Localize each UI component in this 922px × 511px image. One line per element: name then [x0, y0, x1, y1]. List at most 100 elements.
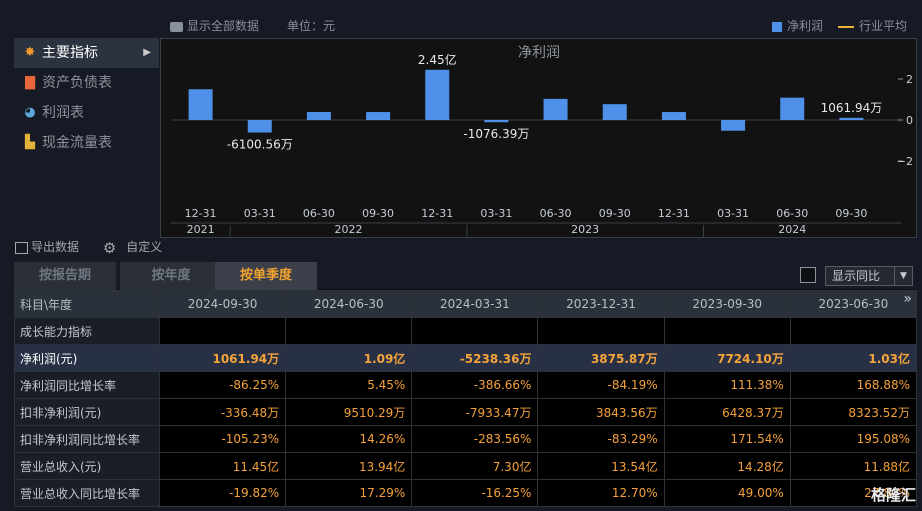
tab-by-report-period[interactable]: 按报告期 — [14, 262, 116, 290]
table-cell: 7.30亿 — [411, 452, 539, 480]
export-icon — [15, 241, 28, 254]
bar — [366, 112, 391, 120]
y-tick-label: 2 — [906, 73, 913, 86]
chart-title: 净利润 — [518, 45, 560, 61]
pie-icon: ◕ — [24, 105, 36, 120]
tab-by-quarter[interactable]: 按单季度 — [215, 262, 317, 290]
data-label: -6100.56万 — [227, 138, 293, 152]
table-cell: -336.48万 — [158, 398, 287, 426]
table-header-row: 科目\年度 2024-09-30 2024-06-30 2024-03-31 2… — [14, 290, 918, 318]
table-cell: -86.25% — [158, 371, 287, 399]
year-label: 2022 — [335, 223, 363, 236]
watermark-logo: 格隆汇 — [870, 486, 916, 504]
table-tools: 导出数据 ⚙ 自定义 — [15, 238, 182, 258]
legend-net-profit: 净利润 — [772, 17, 823, 34]
table-row: 扣非净利润同比增长率 -105.23% 14.26% -283.56% -83.29% 1… — [14, 425, 918, 453]
table-cell: -16.25% — [411, 479, 539, 507]
table-cell — [663, 317, 791, 345]
yoy-select[interactable]: 显示同比 ▼ — [825, 266, 913, 286]
table-header[interactable]: 2023-09-30 — [663, 290, 791, 318]
table-cell: -7933.47万 — [411, 398, 539, 426]
table-header[interactable]: 2024-09-30 — [158, 290, 287, 318]
table-cell: 1061.94万 — [158, 344, 287, 372]
table-header[interactable]: 2023-12-31 — [537, 290, 665, 318]
row-label: 扣非净利润同比增长率 — [14, 425, 160, 453]
table-cell: 3875.87万 — [537, 344, 665, 372]
x-tick-label: 09-30 — [362, 207, 394, 220]
bar — [543, 98, 568, 120]
x-tick-label: 09-30 — [599, 207, 631, 220]
table-header[interactable]: 2024-06-30 — [285, 290, 413, 318]
comment-icon — [170, 21, 183, 32]
table-cell: 1.03亿 — [789, 344, 918, 372]
table-cell: 1.09亿 — [285, 344, 413, 372]
sidebar-item-balance-sheet[interactable]: ▇ 资产负债表 — [25, 75, 112, 91]
table-header[interactable]: 2024-03-31 — [411, 290, 539, 318]
table-cell: 49.00% — [663, 479, 791, 507]
table-cell: -283.56% — [411, 425, 539, 453]
show-all-button[interactable]: 显示全部数据 — [170, 17, 259, 34]
bar — [425, 69, 450, 120]
table-cell: 171.54% — [663, 425, 791, 453]
x-tick-label: 12-31 — [658, 207, 690, 220]
bar — [839, 117, 864, 120]
sidebar-item-main-indicators[interactable]: ✸ 主要指标 ▶ — [14, 38, 159, 68]
period-tabs: 按报告期 按年度 按单季度 显示同比 ▼ — [14, 262, 917, 290]
table-cell: -5238.36万 — [411, 344, 539, 372]
chart-toolbar: 显示全部数据 单位：元 净利润 行业平均 — [160, 12, 922, 38]
table-cell: 7724.10万 — [663, 344, 791, 372]
table-cell: 14.26% — [285, 425, 413, 453]
yoy-checkbox[interactable] — [800, 267, 816, 283]
chevron-right-icon: ▶ — [143, 47, 151, 58]
x-tick-label: 09-30 — [835, 207, 867, 220]
row-label: 成长能力指标 — [14, 317, 160, 345]
table-cell: 195.08% — [789, 425, 918, 453]
table-cell — [158, 317, 287, 345]
x-tick-label: 03-31 — [717, 207, 749, 220]
bar — [188, 89, 213, 120]
bar — [247, 120, 272, 133]
table-cell: 11.45亿 — [158, 452, 287, 480]
coins-icon: ▙ — [25, 135, 35, 150]
customize-button[interactable]: ⚙ 自定义 — [102, 238, 163, 257]
row-label: 净利润(元) — [14, 344, 160, 372]
double-chevron-right-icon[interactable]: » — [903, 291, 912, 308]
table-cell — [285, 317, 413, 345]
table-cell: 168.88% — [789, 371, 918, 399]
table-header[interactable]: 2023-06-30» — [789, 290, 918, 318]
table-row: 营业总收入(元) 11.45亿 13.94亿 7.30亿 13.54亿 14.28亿 11.… — [14, 452, 918, 480]
table-cell: 8323.52万 — [789, 398, 918, 426]
table-row: 净利润同比增长率 -86.25% 5.45% -386.66% -84.19% 111.3… — [14, 371, 918, 399]
table-header: 科目\年度 — [14, 290, 160, 318]
data-label: 1061.94万 — [821, 101, 883, 115]
table-cell: -105.23% — [158, 425, 287, 453]
bar — [780, 97, 805, 120]
sidebar: ✸ 主要指标 ▶ ▇ 资产负债表 ◕ 利润表 ▙ 现金流量表 — [14, 38, 159, 158]
bar — [602, 104, 627, 120]
x-tick-label: 03-31 — [244, 207, 276, 220]
table-row: 净利润(元) 1061.94万 1.09亿 -5238.36万 3875.87万 7724… — [14, 344, 918, 372]
year-label: 2023 — [571, 223, 599, 236]
yoy-toggle: 显示同比 ▼ — [799, 266, 913, 286]
bar — [306, 112, 331, 120]
sidebar-item-income-statement[interactable]: ◕ 利润表 — [24, 105, 84, 121]
table-cell: 3843.56万 — [537, 398, 665, 426]
tab-by-year[interactable]: 按年度 — [120, 262, 222, 290]
x-tick-label: 12-31 — [185, 207, 217, 220]
row-label: 营业总收入同比增长率 — [14, 479, 160, 507]
bar — [721, 120, 746, 131]
table-cell: 12.70% — [537, 479, 665, 507]
table-cell — [789, 317, 918, 345]
table-cell: -83.29% — [537, 425, 665, 453]
table-cell: 13.94亿 — [285, 452, 413, 480]
table-cell: 27.80% — [789, 479, 918, 507]
sidebar-item-cash-flow[interactable]: ▙ 现金流量表 — [25, 135, 112, 151]
table-cell: 5.45% — [285, 371, 413, 399]
table-cell: 6428.37万 — [663, 398, 791, 426]
table-cell: 14.28亿 — [663, 452, 791, 480]
export-button[interactable]: 导出数据 — [15, 240, 89, 254]
table-row: 营业总收入同比增长率 -19.82% 17.29% -16.25% 12.70% 49.0… — [14, 479, 918, 507]
x-tick-label: 06-30 — [303, 207, 335, 220]
table-cell: 9510.29万 — [285, 398, 413, 426]
net-profit-chart: 净利润 12-31 03-31 06-30 09-30 12-31 03-31 06-30 09… — [160, 38, 917, 238]
